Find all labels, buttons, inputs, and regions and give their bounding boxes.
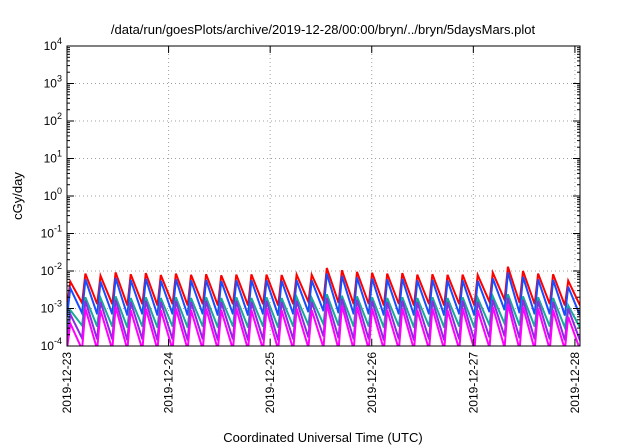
x-tick-label: 2019-12-28 <box>568 352 582 414</box>
x-tick-label: 2019-12-27 <box>466 352 480 414</box>
y-tick-label: 10-4 <box>41 336 62 353</box>
x-axis-label: Coordinated Universal Time (UTC) <box>223 430 422 445</box>
x-tick-label: 2019-12-26 <box>365 352 379 414</box>
series-magenta-line <box>67 303 580 346</box>
x-tick-label: 2019-12-23 <box>60 352 74 414</box>
y-tick-label: 100 <box>44 186 62 203</box>
chart-title: /data/run/goesPlots/archive/2019-12-28/0… <box>111 22 536 37</box>
y-tick-label: 102 <box>44 111 62 128</box>
y-axis-label: cGy/day <box>10 172 25 220</box>
plot-series <box>67 266 580 346</box>
x-tick-labels: 2019-12-23 2019-12-24 2019-12-25 2019-12-26… <box>60 352 582 414</box>
y-tick-label: 10-1 <box>41 224 62 241</box>
series-blue-line <box>67 272 580 317</box>
y-tick-label: 104 <box>44 36 62 53</box>
x-tick-label: 2019-12-25 <box>263 352 277 414</box>
y-tick-label: 10-3 <box>41 299 62 316</box>
y-tick-label: 103 <box>44 74 62 91</box>
y-tick-label: 10-2 <box>41 261 62 278</box>
y-tick-labels: 104 103 102 101 100 10-1 10-2 10-3 10-4 <box>41 36 62 353</box>
axis-ticks <box>66 45 580 347</box>
y-tick-label: 101 <box>44 149 62 166</box>
x-tick-label: 2019-12-24 <box>162 352 176 414</box>
